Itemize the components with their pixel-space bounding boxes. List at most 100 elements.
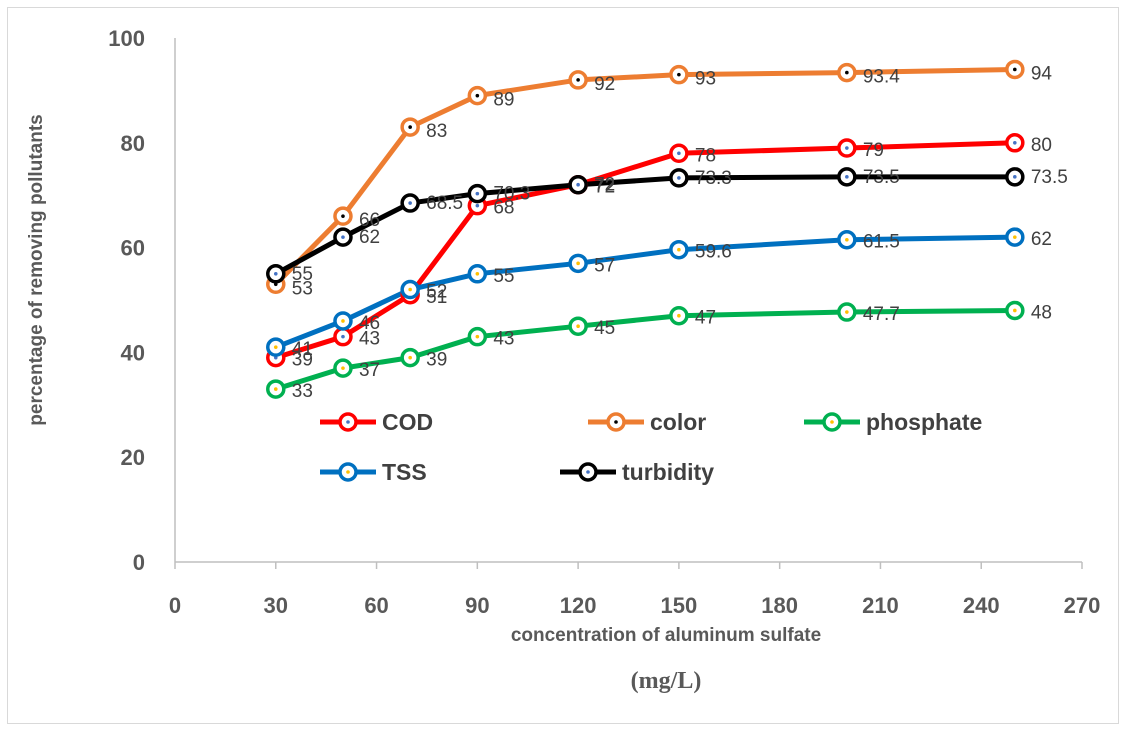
data-label-turbidity: 62 xyxy=(359,227,380,248)
legend-marker-dot xyxy=(586,470,590,474)
series-line-TSS xyxy=(273,234,1018,350)
data-label-COD: 43 xyxy=(359,329,380,350)
x-tick-label: 210 xyxy=(862,593,899,618)
data-point-dot xyxy=(475,272,480,276)
data-point-dot xyxy=(576,182,580,187)
x-tick-label: 90 xyxy=(465,593,489,618)
y-axis-title: percentage of removing pollutants xyxy=(26,114,47,425)
x-tick-label: 60 xyxy=(364,593,388,618)
legend-label-turbidity: turbidity xyxy=(622,459,714,485)
y-tick-label: 20 xyxy=(121,445,145,470)
x-axis-title: concentration of aluminum sulfate xyxy=(511,625,821,646)
series-line-turbidity xyxy=(273,174,1018,277)
legend-label-color: color xyxy=(650,409,706,435)
data-label-TSS: 55 xyxy=(493,266,514,287)
data-point-dot xyxy=(677,176,681,180)
data-point-dot xyxy=(273,387,278,391)
data-point-dot xyxy=(576,78,580,82)
y-tick-label: 100 xyxy=(108,26,145,51)
data-label-TSS: 61.5 xyxy=(863,232,900,253)
y-tick-label: 80 xyxy=(121,131,145,156)
data-label-color: 66 xyxy=(359,210,380,231)
data-label-TSS: 41 xyxy=(292,339,313,360)
legend-marker-dot xyxy=(346,470,350,474)
series-lines xyxy=(273,66,1018,392)
data-label-TSS: 57 xyxy=(594,255,615,276)
data-point-dot xyxy=(576,324,580,329)
data-point-dot xyxy=(1013,141,1017,145)
data-point-dot xyxy=(677,151,681,156)
data-point-dot xyxy=(677,72,681,77)
data-label-turbidity: 70.3 xyxy=(493,184,530,205)
data-point-dot xyxy=(408,201,412,205)
legend-label-COD: COD xyxy=(382,409,433,435)
y-tick-labels: 0 20 40 60 80 100 xyxy=(108,26,145,575)
data-label-turbidity: 73.5 xyxy=(1031,167,1068,188)
data-point-dot xyxy=(845,146,849,150)
data-point-dot xyxy=(576,261,580,266)
series-markers xyxy=(266,59,1025,399)
series-line-color xyxy=(273,66,1018,287)
data-point-dot xyxy=(1013,67,1017,72)
data-label-COD: 39 xyxy=(292,350,313,371)
data-label-color: 93.4 xyxy=(863,67,900,88)
x-tick-label: 180 xyxy=(761,593,798,618)
data-point-dot xyxy=(408,125,412,129)
data-point-dot xyxy=(845,237,849,242)
legend-label-TSS: TSS xyxy=(382,459,427,485)
chart-frame xyxy=(7,7,1119,724)
data-point-dot xyxy=(845,310,849,314)
data-label-color: 89 xyxy=(493,90,514,111)
data-label-phosphate: 43 xyxy=(493,329,514,350)
data-point-dot xyxy=(845,70,849,75)
data-label-turbidity: 68.5 xyxy=(426,193,463,214)
data-label-color: 94 xyxy=(1031,63,1053,84)
y-tick-label: 60 xyxy=(121,236,145,261)
x-tick-label: 30 xyxy=(264,593,288,618)
data-point-dot xyxy=(845,175,849,179)
data-label-COD: 80 xyxy=(1031,135,1052,156)
data-point-dot xyxy=(475,334,480,339)
legend-label-phosphate: phosphate xyxy=(866,409,982,435)
data-label-COD: 78 xyxy=(695,145,716,166)
x-tick-label: 150 xyxy=(661,593,698,618)
data-point-dot xyxy=(341,366,345,370)
data-point-dot xyxy=(475,93,480,98)
data-label-COD: 72 xyxy=(594,177,615,198)
legend-marker-dot xyxy=(346,420,350,424)
data-point-dot xyxy=(273,272,278,276)
data-label-COD: 68 xyxy=(493,198,514,219)
series-line-COD xyxy=(273,140,1018,361)
y-tick-label: 40 xyxy=(121,340,145,365)
data-point-dot xyxy=(341,319,345,323)
data-point-dot xyxy=(677,247,681,252)
data-label-turbidity: 73.5 xyxy=(863,167,900,188)
data-label-COD: 51 xyxy=(426,287,447,308)
data-point-dot xyxy=(408,287,412,292)
legend: COD color phosphate TSS turbidity xyxy=(320,409,982,485)
data-label-turbidity: 73.3 xyxy=(695,168,732,189)
x-tick-label: 240 xyxy=(963,593,1000,618)
data-label-phosphate: 47.7 xyxy=(863,304,900,325)
legend-marker-dot xyxy=(614,420,618,424)
data-point-dot xyxy=(1013,308,1017,313)
y-tick-label: 0 xyxy=(133,550,145,575)
data-point-dot xyxy=(1013,235,1017,239)
data-point-dot xyxy=(341,334,345,339)
data-label-phosphate: 45 xyxy=(594,318,615,339)
data-point-dot xyxy=(341,214,345,218)
x-tick-labels: 0 30 60 90 120 150 180 210 240 270 xyxy=(169,562,1100,618)
data-labels: 39 43 51 68 72 78 79 80 53 66 83 89 92 93 93.4 94 33 37 39… xyxy=(292,63,1068,402)
data-point-dot xyxy=(475,203,480,208)
data-label-phosphate: 39 xyxy=(426,350,447,371)
data-point-dot xyxy=(677,313,681,318)
data-point-dot xyxy=(1013,175,1017,179)
data-label-TSS: 46 xyxy=(359,313,380,334)
data-label-TSS: 52 xyxy=(426,282,447,303)
data-label-turbidity: 55 xyxy=(292,264,313,285)
data-label-phosphate: 47 xyxy=(695,308,716,329)
data-label-phosphate: 37 xyxy=(359,360,380,381)
axes xyxy=(174,38,1082,563)
data-label-TSS: 59.6 xyxy=(695,242,732,263)
